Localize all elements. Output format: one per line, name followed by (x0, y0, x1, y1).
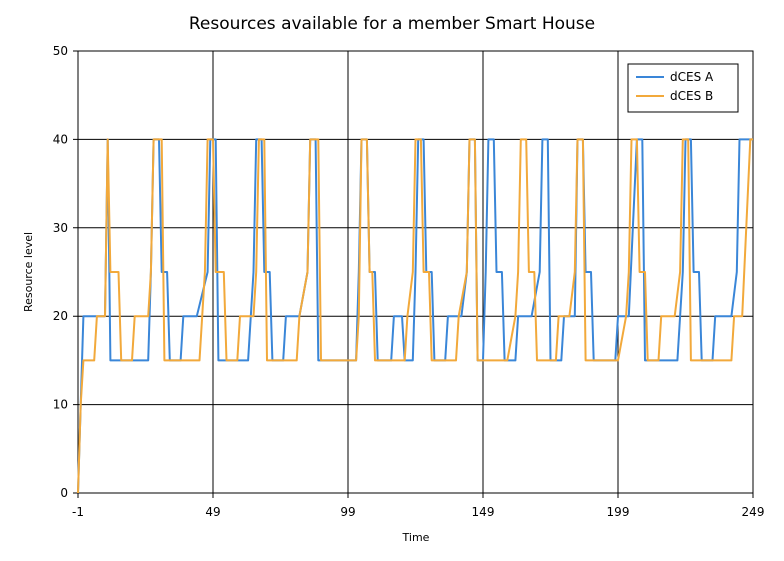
x-tick-label: 99 (340, 505, 355, 519)
x-tick-label: 49 (205, 505, 220, 519)
y-tick-label: 50 (53, 44, 68, 58)
legend-label: dCES A (670, 70, 714, 84)
x-tick-label: 249 (742, 505, 765, 519)
x-tick-label: 149 (472, 505, 495, 519)
y-tick-label: 20 (53, 309, 68, 323)
chart-title: Resources available for a member Smart H… (189, 14, 595, 34)
y-tick-label: 30 (53, 221, 68, 235)
y-tick-label: 10 (53, 398, 68, 412)
axis-ticks: 0 10 20 30 40 50 -1 49 99 149 199 249 (53, 44, 765, 519)
y-axis-label: Resource level (22, 232, 35, 312)
legend-label: dCES B (670, 89, 713, 103)
series-line-dces-b (77, 138, 753, 494)
legend-box (627, 63, 739, 113)
x-tick-label: -1 (72, 505, 84, 519)
x-axis-label: Time (402, 531, 430, 544)
y-tick-label: 0 (60, 486, 68, 500)
series-layer (77, 138, 753, 494)
x-tick-label: 199 (607, 505, 630, 519)
legend: dCES A dCES B (627, 63, 739, 113)
y-tick-label: 40 (53, 132, 68, 146)
